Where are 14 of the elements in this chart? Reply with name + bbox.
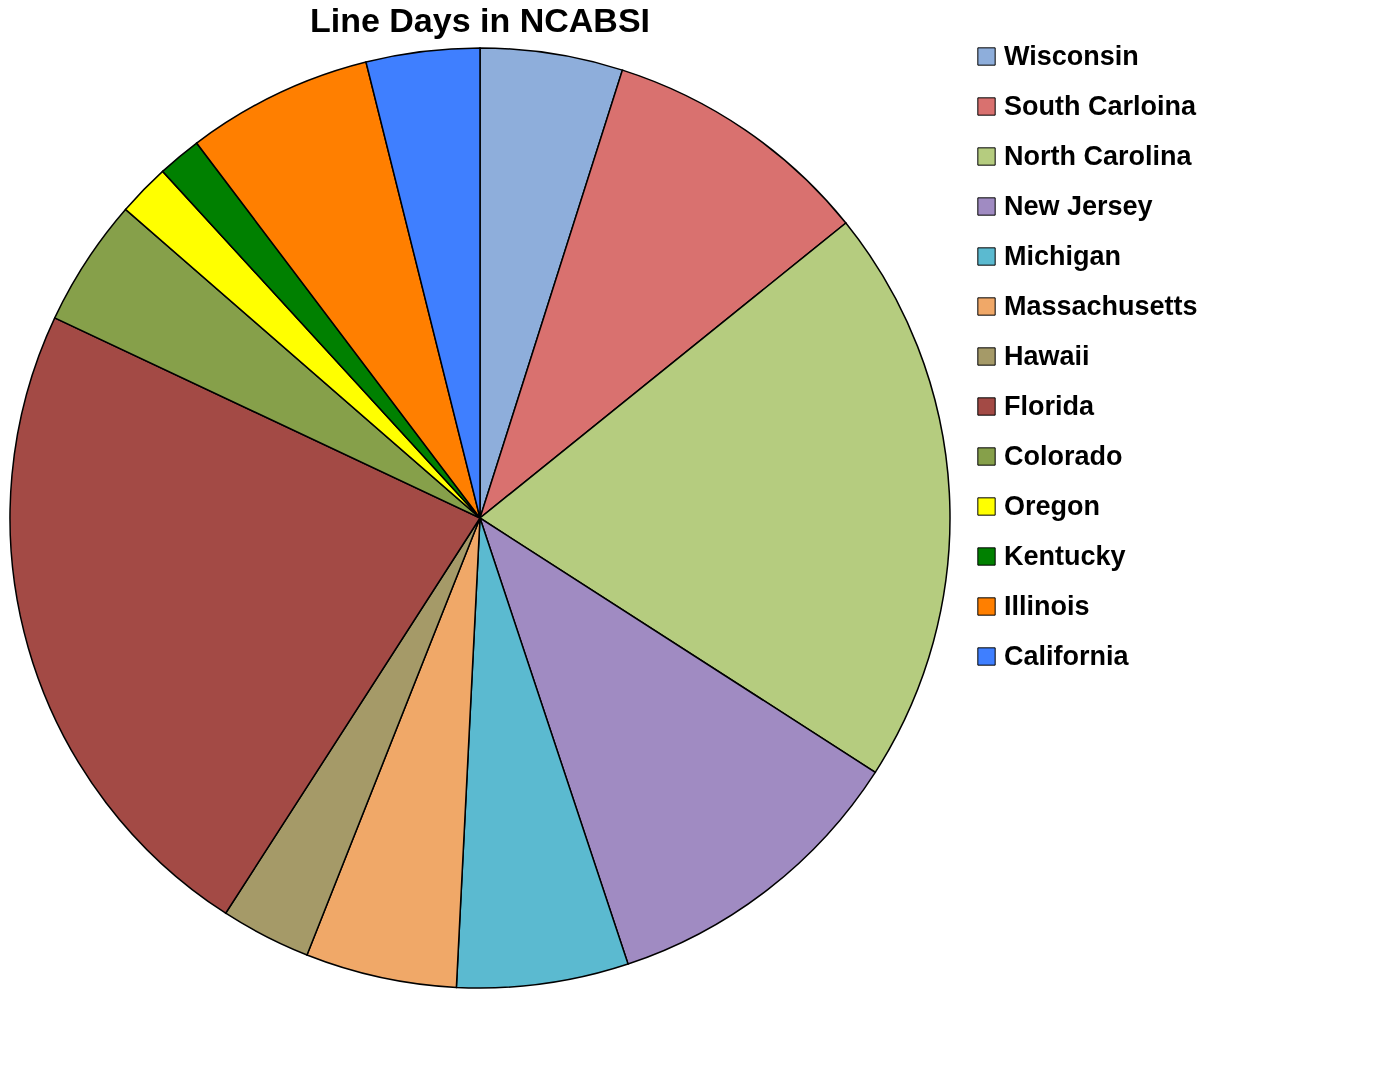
legend-label: Kentucky bbox=[1004, 540, 1126, 571]
legend-label: California bbox=[1004, 640, 1130, 671]
legend-label: Colorado bbox=[1004, 440, 1123, 471]
legend-label: Massachusetts bbox=[1004, 290, 1198, 321]
legend-label: Wisconsin bbox=[1004, 40, 1139, 71]
legend-label: Hawaii bbox=[1004, 340, 1090, 371]
legend-label: Illinois bbox=[1004, 590, 1090, 621]
legend-label: South Carloina bbox=[1004, 90, 1197, 121]
legend-label: New Jersey bbox=[1004, 190, 1153, 221]
legend-label: Michigan bbox=[1004, 240, 1122, 271]
legend-label: Oregon bbox=[1004, 490, 1101, 521]
chart-title: Line Days in NCABSI bbox=[309, 1, 651, 39]
legend-label: Florida bbox=[1004, 390, 1095, 421]
legend-label: North Carolina bbox=[1004, 140, 1193, 171]
